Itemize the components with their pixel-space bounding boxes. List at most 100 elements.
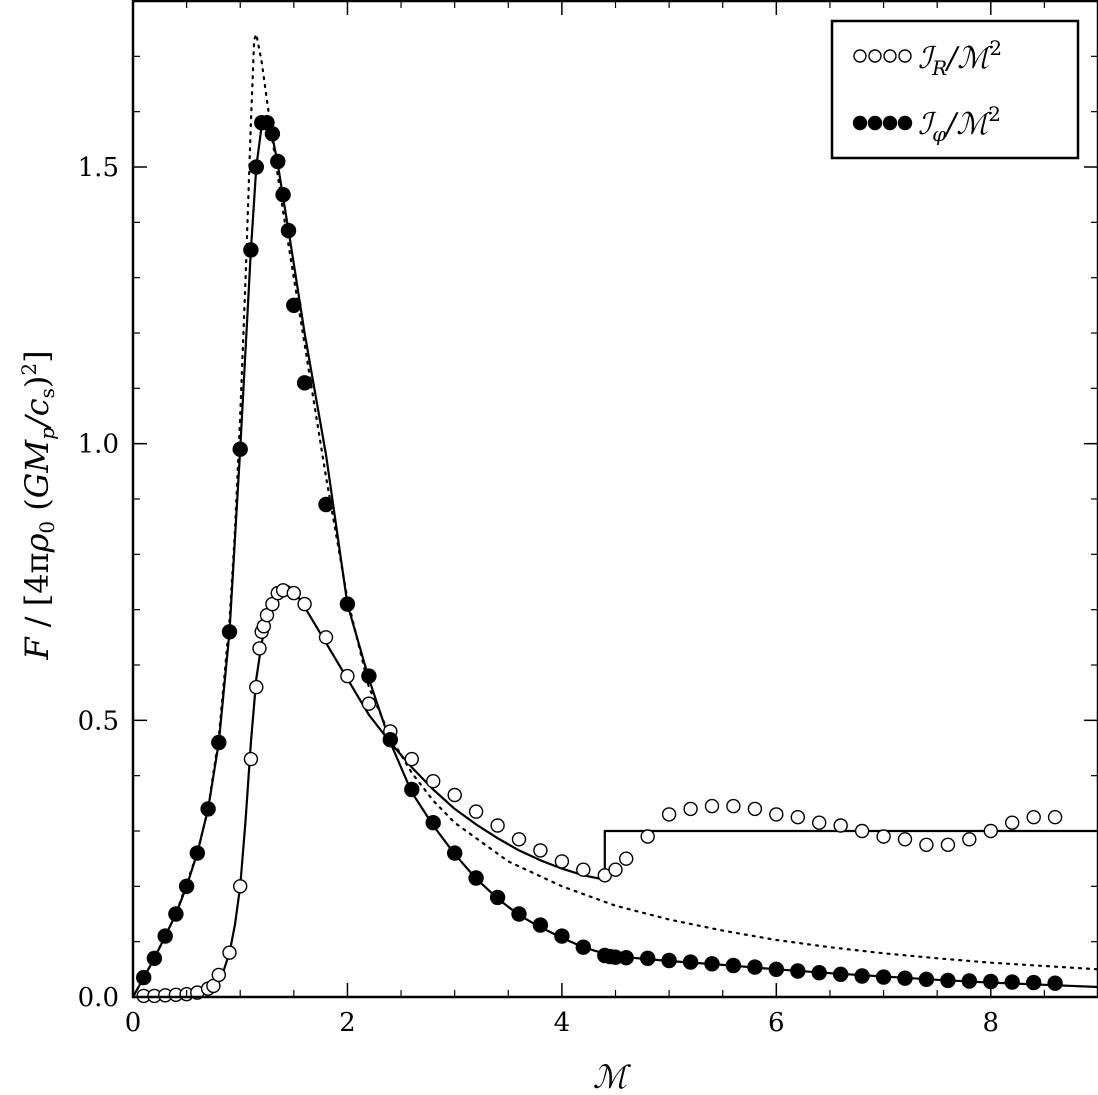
x-axis-label: ℳ bbox=[593, 1058, 632, 1095]
legend-marker-iphi bbox=[852, 115, 868, 131]
data-point-iphi bbox=[382, 732, 398, 748]
data-point-ir bbox=[769, 807, 784, 822]
data-point-ir bbox=[447, 787, 462, 803]
data-point-iphi bbox=[875, 969, 892, 985]
y-label-part: / [4π bbox=[18, 552, 56, 637]
data-point-ir bbox=[297, 596, 312, 612]
data-point-ir bbox=[1047, 810, 1063, 825]
data-point-ir bbox=[576, 862, 591, 877]
data-point-ir bbox=[683, 801, 698, 817]
data-point-iphi bbox=[248, 159, 264, 175]
data-point-iphi bbox=[280, 222, 297, 239]
data-point-ir bbox=[983, 823, 998, 839]
data-point-iphi bbox=[940, 972, 956, 989]
data-point-iphi bbox=[168, 906, 184, 922]
data-point-iphi bbox=[1025, 974, 1042, 991]
data-point-iphi bbox=[554, 928, 570, 944]
data-point-ir bbox=[876, 829, 891, 844]
data-point-iphi bbox=[221, 624, 238, 640]
data-point-ir bbox=[661, 807, 677, 822]
data-point-iphi bbox=[704, 956, 720, 972]
legend-marker-iphi bbox=[897, 115, 913, 131]
data-point-iphi bbox=[200, 801, 216, 817]
data-point-ir bbox=[533, 843, 548, 858]
data-point-iphi bbox=[1047, 975, 1063, 991]
series-line-4 bbox=[131, 33, 1098, 999]
data-point-iphi bbox=[918, 971, 935, 987]
data-point-iphi bbox=[275, 186, 291, 203]
legend-box bbox=[830, 19, 1080, 160]
data-point-iphi bbox=[447, 845, 463, 861]
data-point-ir bbox=[790, 810, 805, 825]
data-point-iphi bbox=[961, 973, 977, 989]
data-point-iphi bbox=[135, 969, 152, 986]
data-point-iphi bbox=[339, 596, 356, 612]
data-point-iphi bbox=[425, 815, 441, 831]
data-point-ir bbox=[854, 823, 870, 839]
data-point-ir bbox=[919, 837, 934, 852]
data-point-ir bbox=[211, 967, 227, 983]
data-point-iphi bbox=[232, 441, 248, 457]
data-point-iphi bbox=[661, 952, 677, 969]
data-point-iphi bbox=[897, 970, 913, 986]
data-point-iphi bbox=[157, 928, 173, 944]
x-tick-label: 8 bbox=[983, 1008, 1000, 1038]
y-label-sup2: 2 bbox=[17, 363, 41, 376]
data-point-iphi bbox=[468, 870, 484, 886]
data-point-ir bbox=[962, 832, 977, 847]
y-tick-label: 1.0 bbox=[78, 430, 119, 460]
markers-layer bbox=[135, 114, 1063, 1004]
legend-marks bbox=[852, 49, 913, 131]
data-point-ir bbox=[640, 829, 655, 844]
y-label-subs: s bbox=[35, 388, 59, 398]
data-point-iphi bbox=[682, 954, 699, 970]
data-point-iphi bbox=[318, 496, 334, 513]
data-point-iphi bbox=[211, 734, 227, 751]
data-point-iphi bbox=[489, 889, 506, 906]
y-label-GM: GM bbox=[18, 439, 56, 499]
data-point-ir bbox=[1026, 810, 1041, 825]
data-point-ir bbox=[608, 862, 623, 877]
data-point-iphi bbox=[640, 950, 656, 966]
data-point-iphi bbox=[768, 961, 784, 977]
data-point-iphi bbox=[725, 957, 742, 974]
data-point-iphi bbox=[833, 966, 849, 982]
y-tick-label: 0.0 bbox=[78, 983, 119, 1013]
data-point-iphi bbox=[404, 781, 420, 798]
legend-marker-ir bbox=[898, 49, 912, 63]
data-point-iphi bbox=[618, 950, 634, 966]
data-point-ir bbox=[249, 679, 264, 695]
data-point-ir bbox=[511, 832, 527, 847]
y-axis-label: F / [4πρ0 (GMp/cs)2] bbox=[17, 350, 59, 660]
data-point-iphi bbox=[854, 968, 870, 984]
legend: ℐR/ℳ2 ℐφ/ℳ2 bbox=[830, 19, 1080, 160]
y-label-subp: p bbox=[35, 427, 59, 440]
data-point-ir bbox=[404, 751, 419, 767]
data-point-iphi bbox=[270, 153, 286, 170]
data-point-iphi bbox=[178, 878, 195, 894]
data-point-iphi bbox=[243, 242, 259, 258]
data-point-ir bbox=[490, 818, 505, 833]
y-label-slash: / bbox=[18, 413, 56, 430]
data-point-iphi bbox=[146, 950, 163, 966]
legend-marker-ir bbox=[853, 49, 867, 63]
data-point-ir bbox=[726, 798, 741, 814]
data-point-ir bbox=[222, 945, 237, 960]
data-point-ir bbox=[812, 815, 827, 830]
data-point-iphi bbox=[811, 965, 827, 981]
y-label-close: ) bbox=[18, 376, 56, 388]
y-label-rho: ρ bbox=[18, 533, 56, 553]
x-tick-label: 0 bbox=[125, 1008, 142, 1038]
data-point-ir bbox=[554, 854, 570, 869]
data-point-ir bbox=[704, 798, 720, 814]
data-point-ir bbox=[252, 641, 267, 656]
data-point-ir bbox=[1005, 815, 1020, 830]
ticks-layer: 0 2 4 6 8 0.0 0.5 1.0 1.5 bbox=[78, 1, 1098, 1038]
x-tick-label: 4 bbox=[554, 1008, 571, 1038]
data-point-iphi bbox=[747, 959, 763, 975]
y-tick-label: 1.5 bbox=[78, 153, 119, 183]
data-point-iphi bbox=[532, 917, 549, 933]
legend-marker-iphi bbox=[882, 115, 898, 131]
y-label-sub0: 0 bbox=[35, 521, 59, 534]
